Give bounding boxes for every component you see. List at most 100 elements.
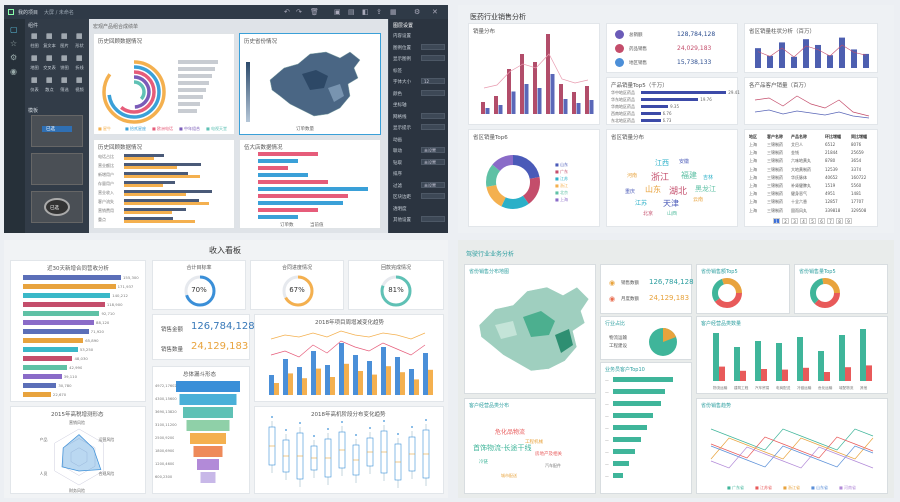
export-icon[interactable]: ⇪ xyxy=(376,8,382,16)
prop-label: 显示图例 xyxy=(393,57,411,62)
settings-icon[interactable]: ⚙ xyxy=(414,8,421,16)
dashboard-title: 收入看板 xyxy=(209,246,241,255)
prop-input[interactable] xyxy=(421,124,445,130)
palette-item[interactable]: ▦ 复文本 xyxy=(43,31,56,51)
bar-label: — xyxy=(605,389,609,394)
radar-label: 产品 xyxy=(39,437,48,442)
radial-bar xyxy=(122,80,146,104)
template-thumb[interactable] xyxy=(31,153,83,185)
page-button[interactable]: 4 xyxy=(800,218,807,224)
palette-item[interactable]: ▦ 折线 xyxy=(73,53,86,73)
prop-input[interactable]: 未设置 xyxy=(421,158,445,165)
publish-icon[interactable]: ▦ xyxy=(390,8,397,16)
prop-label: 标签 xyxy=(393,68,402,74)
panel-hbar[interactable]: 历史回顾数据情况 电话占比 营业额比 新增用户 存量用户 营业收入 客户流失 营销费用 重点 xyxy=(93,139,235,229)
layer-icon[interactable]: ◉ xyxy=(10,67,17,76)
panel-china-map[interactable]: 历史省份情况 订单数量 xyxy=(239,33,381,135)
chart-icon: ▦ xyxy=(31,54,38,62)
page-button[interactable]: 8 xyxy=(836,218,843,224)
legend-item: ■ 拾贰星座 xyxy=(125,126,147,131)
star-icon[interactable]: ☆ xyxy=(10,39,18,48)
bar xyxy=(367,361,372,395)
legend-item: ■ 广东省 xyxy=(727,485,745,490)
preview-icon[interactable]: ▤ xyxy=(348,8,355,16)
canvas-title: 宏观产品组合成绩单 xyxy=(93,24,139,30)
prop-input[interactable] xyxy=(421,216,445,222)
prop-label: 过滤 xyxy=(393,183,402,189)
bar xyxy=(641,91,727,94)
page-button[interactable]: 7 xyxy=(827,218,834,224)
box-outlier xyxy=(369,427,371,429)
design-canvas[interactable]: 宏观产品组合成绩单 历史回顾数据情况 ■ 星牛 ■ 拾贰星座 ■ 欧洲电话 ■ 中年组… xyxy=(89,19,388,233)
bar-value: 171,937 xyxy=(117,284,134,289)
prop-input[interactable] xyxy=(421,112,445,119)
panel-bars[interactable]: 伍大店数据情况 订单数 当前值 xyxy=(239,139,381,229)
page-button[interactable]: 9 xyxy=(845,218,852,224)
page-button[interactable]: 5 xyxy=(809,218,816,224)
card-title: 销量分布 xyxy=(473,29,496,35)
template-thumb[interactable]: 已选 xyxy=(31,191,83,223)
gear-icon[interactable]: ⚙ xyxy=(10,53,18,62)
table-cell: 三锦制药 xyxy=(767,142,783,147)
palette-item[interactable]: ▦ 视频 xyxy=(73,75,86,95)
palette-header: 组件 xyxy=(28,23,39,29)
bar xyxy=(316,368,321,395)
kpi-label: 销售数额 xyxy=(621,281,639,286)
table-cell: 健身恶气 xyxy=(791,191,807,197)
bar-value: 118,900 xyxy=(106,302,123,307)
ring-card: 合同进度情况 67% xyxy=(250,260,344,310)
page-button[interactable]: 2 xyxy=(782,218,789,224)
panel-sunburst[interactable]: 历史回顾数据情况 ■ 星牛 ■ 拾贰星座 ■ 欧洲电话 ■ 中年组合 ■ 电视天堂 xyxy=(93,33,235,135)
bar xyxy=(641,105,669,108)
page-button[interactable]: 6 xyxy=(818,218,825,224)
redo-icon[interactable]: ↷ xyxy=(296,8,302,16)
prop-input[interactable] xyxy=(421,43,445,50)
share-icon[interactable]: ◧ xyxy=(362,8,369,16)
product-name: 华中地区药品 xyxy=(611,90,635,95)
undo-icon[interactable]: ↶ xyxy=(284,8,290,16)
prop-input[interactable]: 未设置 xyxy=(421,181,445,188)
chart-icon: ▦ xyxy=(31,76,38,84)
bar xyxy=(845,367,851,381)
palette-item[interactable]: ▦ 形状 xyxy=(73,31,86,51)
menu-icon[interactable] xyxy=(8,9,14,15)
bar xyxy=(719,366,725,381)
bar xyxy=(740,370,746,381)
project-tab[interactable]: 我的项目 xyxy=(18,10,39,16)
panel-title: 伍大店数据情况 xyxy=(244,145,283,151)
prop-input[interactable]: 未设置 xyxy=(421,147,445,153)
prop-input[interactable] xyxy=(421,193,445,199)
page-button[interactable]: 3 xyxy=(791,218,798,224)
prop-label: 图例位置 xyxy=(393,45,411,51)
cloud-word: 黑龙江 xyxy=(695,185,716,193)
boxplot-card: 2018年高机阶段分布变化趋势 xyxy=(254,406,444,494)
legend-item: ■ 欧洲电话 xyxy=(152,126,174,131)
bar xyxy=(613,425,647,430)
palette-item[interactable]: ▦ 柱图 xyxy=(28,31,41,51)
component-icon[interactable]: ▢ xyxy=(10,25,18,34)
save-icon[interactable]: ▣ xyxy=(334,8,341,16)
palette-item[interactable]: ▦ 地图 xyxy=(28,53,41,73)
ring-chart xyxy=(184,275,216,307)
palette-item[interactable]: ▦ 散点 xyxy=(43,75,56,95)
prop-input[interactable] xyxy=(421,55,445,61)
bar xyxy=(23,320,95,325)
bar xyxy=(23,311,100,316)
word-cloud-card: 省区销量分布 江西 安徽 河南 浙江 福建 吉林 重庆 山东 湖北 黑龙江 江苏 天津 云南 北京 山西 xyxy=(606,129,738,227)
palette-item[interactable]: ▦ 仪表 xyxy=(28,75,41,95)
palette-item[interactable]: ▦ 筛选 xyxy=(58,75,71,95)
prop-input[interactable]: 12 xyxy=(421,78,445,84)
delete-icon[interactable]: 🗑 xyxy=(310,8,319,16)
template-thumb[interactable]: 已选 xyxy=(31,115,83,147)
palette-item[interactable]: ▦ 饼图 xyxy=(58,53,71,73)
series-line xyxy=(270,340,426,358)
palette-item[interactable]: ▦ 图片 xyxy=(58,31,71,51)
bar xyxy=(498,105,503,114)
donut-slice xyxy=(486,155,540,209)
page-button[interactable]: 1 xyxy=(773,218,780,224)
palette-item[interactable]: ▦ 交叉表 xyxy=(43,53,56,73)
bar xyxy=(23,302,105,307)
prop-input[interactable] xyxy=(421,89,445,96)
close-icon[interactable]: ✕ xyxy=(432,8,438,16)
bar xyxy=(803,367,809,381)
